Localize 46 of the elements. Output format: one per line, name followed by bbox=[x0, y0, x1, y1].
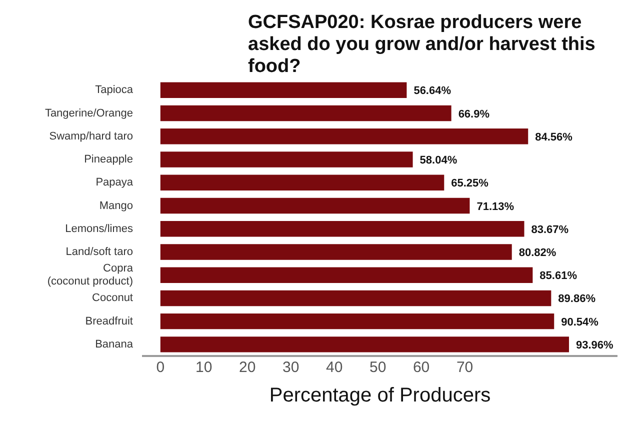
bar bbox=[160, 244, 512, 260]
bar bbox=[160, 128, 528, 144]
y-tick-label: Mango bbox=[99, 200, 133, 212]
data-label: 93.96% bbox=[576, 339, 614, 352]
x-tick-label: 20 bbox=[239, 359, 256, 376]
y-tick-label: Papaya bbox=[96, 176, 134, 189]
bar bbox=[160, 82, 407, 98]
bar bbox=[160, 221, 524, 237]
x-tick-label: 50 bbox=[369, 359, 386, 376]
bar bbox=[160, 290, 552, 306]
y-tick-label: Banana bbox=[95, 338, 134, 350]
data-label: 65.25% bbox=[451, 178, 489, 190]
data-label: 71.13% bbox=[476, 200, 514, 213]
bar bbox=[160, 313, 554, 330]
y-tick-label: Tapioca bbox=[95, 84, 134, 96]
bar bbox=[160, 105, 452, 122]
data-label: 56.64% bbox=[414, 85, 452, 98]
data-label: 89.86% bbox=[558, 293, 596, 306]
x-tick-label: 60 bbox=[412, 359, 430, 376]
x-axis-title: Percentage of Producers bbox=[269, 384, 491, 407]
bar bbox=[160, 174, 444, 190]
bar bbox=[160, 336, 569, 352]
x-tick-label: 30 bbox=[282, 359, 300, 376]
bar bbox=[160, 198, 470, 214]
y-tick-label: Lemons/limes bbox=[65, 222, 134, 235]
chart-title: GCFSAP020: Kosrae producers were asked do you grow and/or harvest this food? bbox=[248, 11, 596, 77]
y-tick-label: Copra (coconut product) bbox=[47, 262, 134, 288]
bar bbox=[160, 152, 413, 168]
y-tick-label: Swamp/hard taro bbox=[49, 130, 133, 142]
y-tick-label: Coconut bbox=[92, 292, 133, 304]
data-label: 66.9% bbox=[458, 108, 490, 120]
x-tick-label: 40 bbox=[326, 359, 343, 376]
data-label: 58.04% bbox=[420, 154, 458, 167]
data-label: 80.82% bbox=[518, 247, 556, 260]
y-tick-label: Pineapple bbox=[84, 154, 133, 166]
data-label: 85.61% bbox=[540, 270, 578, 282]
data-label: 90.54% bbox=[561, 316, 599, 328]
y-tick-label: Tangerine/Orange bbox=[44, 107, 133, 120]
y-tick-label: Breadfruit bbox=[85, 315, 133, 328]
x-tick-label: 70 bbox=[456, 359, 474, 376]
data-label: 84.56% bbox=[535, 131, 573, 144]
bar bbox=[160, 267, 533, 283]
data-label: 83.67% bbox=[531, 224, 569, 236]
x-tick-label: 10 bbox=[196, 359, 212, 376]
y-tick-label: Land/soft taro bbox=[66, 246, 133, 258]
x-tick-label: 0 bbox=[156, 359, 165, 376]
